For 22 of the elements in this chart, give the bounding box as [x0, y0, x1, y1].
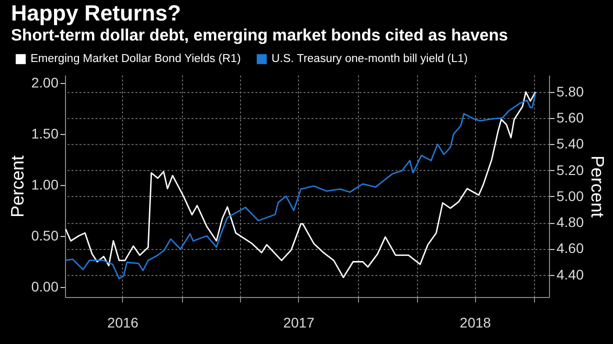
- y2-axis-title: Percent: [588, 155, 608, 218]
- y2-tick-label: 5.40: [556, 136, 584, 152]
- legend-label: U.S. Treasury one-month bill yield (L1): [272, 53, 468, 66]
- y2-tick-label: 4.40: [556, 266, 584, 282]
- y2-tick-label: 5.20: [556, 162, 584, 178]
- y2-tick-label: 4.80: [556, 214, 584, 230]
- y2-tick-label: 5.60: [556, 110, 584, 126]
- y-tick-label: 0.50: [31, 227, 59, 244]
- x-tick-label: 2016: [107, 314, 139, 330]
- y2-tick-label: 5.80: [556, 83, 584, 100]
- y2-tick-label: 5.00: [556, 188, 584, 204]
- y2-tick-label: 4.60: [556, 240, 584, 256]
- y-tick-label: 1.50: [31, 126, 59, 142]
- y-tick-label: 1.00: [31, 176, 59, 192]
- x-tick-label: 2017: [283, 314, 315, 330]
- chart-subtitle: Short-term dollar debt, emerging market bonds cited as havens: [11, 26, 508, 44]
- y-tick-label: 0.00: [31, 278, 59, 294]
- y-tick-label: 2.00: [31, 74, 59, 91]
- chart-title: Happy Returns?: [11, 0, 181, 26]
- legend-label: Emerging Market Dollar Bond Yields (R1): [30, 53, 241, 66]
- y-axis-title: Percent: [7, 155, 28, 218]
- x-tick-label: 2018: [460, 314, 492, 330]
